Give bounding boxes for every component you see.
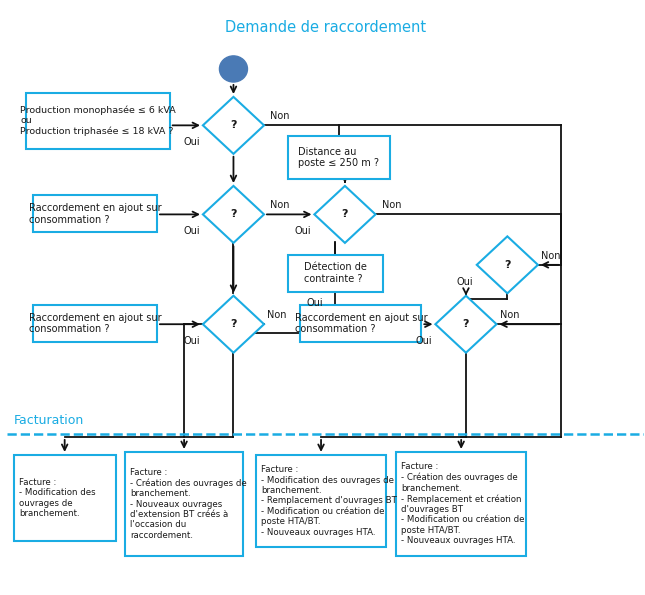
FancyBboxPatch shape [33,305,157,342]
Text: ?: ? [230,319,237,329]
Text: Détection de
contrainte ?: Détection de contrainte ? [304,262,367,284]
Text: Production monophasée ≤ 6 kVA
ou
Production triphasée ≤ 18 kVA ?: Production monophasée ≤ 6 kVA ou Product… [20,105,176,136]
Text: Oui: Oui [295,227,311,236]
FancyBboxPatch shape [301,305,421,342]
Polygon shape [435,296,497,353]
FancyBboxPatch shape [125,452,243,556]
Text: Non: Non [541,251,561,261]
Text: Oui: Oui [415,336,432,346]
Text: Non: Non [270,201,290,211]
Text: ?: ? [462,319,469,329]
Polygon shape [314,186,375,243]
Text: Raccordement en ajout sur
consommation ?: Raccordement en ajout sur consommation ? [295,313,427,334]
Text: Facture :
- Modification des
ouvrages de
branchement.: Facture : - Modification des ouvrages de… [19,478,95,518]
Text: ?: ? [504,260,511,270]
Text: Facture :
- Création des ouvrages de
branchement.
- Remplacement et création
d'o: Facture : - Création des ouvrages de bra… [401,462,524,545]
Text: Non: Non [267,311,287,320]
Text: ?: ? [342,209,348,220]
Polygon shape [203,186,264,243]
Text: Raccordement en ajout sur
consommation ?: Raccordement en ajout sur consommation ? [28,313,161,334]
FancyBboxPatch shape [288,136,390,178]
Text: Oui: Oui [306,298,322,308]
FancyBboxPatch shape [33,195,157,232]
Text: Facturation: Facturation [14,414,84,427]
Text: Raccordement en ajout sur
consommation ?: Raccordement en ajout sur consommation ? [28,203,161,224]
Text: Oui: Oui [183,137,200,148]
Polygon shape [477,236,538,293]
Polygon shape [203,97,264,154]
FancyBboxPatch shape [396,452,526,556]
Text: Facture :
- Modification des ouvrages de
branchement.
- Remplacement d'ouvrages : Facture : - Modification des ouvrages de… [261,465,397,537]
Text: Non: Non [500,311,519,320]
Circle shape [219,56,248,82]
Polygon shape [203,296,264,353]
Text: ?: ? [230,120,237,130]
Text: Facture :
- Création des ouvrages de
branchement.
- Nouveaux ouvrages
d'extensio: Facture : - Création des ouvrages de bra… [130,468,247,540]
Text: Oui: Oui [183,227,200,236]
FancyBboxPatch shape [26,93,170,149]
Text: Non: Non [270,111,290,121]
Text: Demande de raccordement: Demande de raccordement [225,20,426,35]
FancyBboxPatch shape [14,455,115,541]
Text: ?: ? [230,209,237,220]
Text: Oui: Oui [183,336,200,346]
Text: Non: Non [382,201,401,211]
Text: Oui: Oui [457,277,473,287]
FancyBboxPatch shape [288,255,383,292]
FancyBboxPatch shape [256,455,386,547]
Text: Distance au
poste ≤ 250 m ?: Distance au poste ≤ 250 m ? [298,146,379,168]
